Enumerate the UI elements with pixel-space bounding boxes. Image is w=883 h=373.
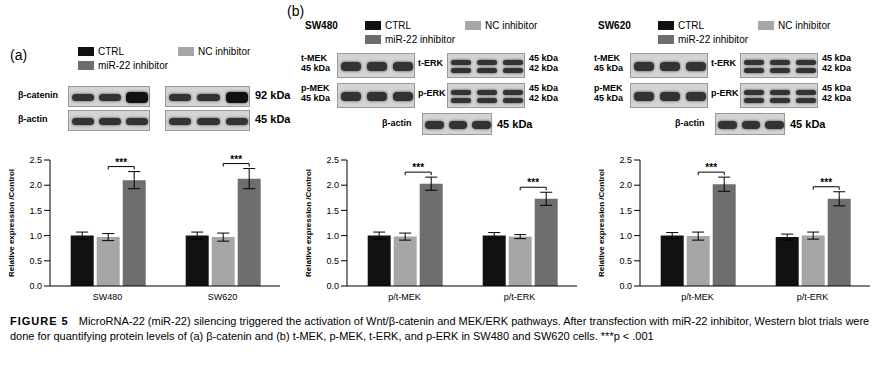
html-text:CTRL: CTRL (678, 20, 705, 31)
html-text:β-actin: β-actin (675, 118, 705, 128)
svg-text:Relative expression /Control: Relative expression /Control (304, 169, 313, 277)
svg-text:2.0: 2.0 (29, 180, 42, 190)
svg-text:2.5: 2.5 (326, 155, 339, 165)
html-text:42 kDa: 42 kDa (822, 92, 851, 103)
svg-text:0.5: 0.5 (326, 256, 339, 266)
html-text:92 kDa: 92 kDa (255, 89, 291, 101)
html-text:CTRL: CTRL (98, 46, 125, 57)
svg-text:2.5: 2.5 (619, 155, 632, 165)
html-text:45 kDa: 45 kDa (594, 92, 623, 103)
svg-text:0.0: 0.0 (619, 281, 632, 291)
html-text:42 kDa: 42 kDa (529, 92, 558, 103)
html-text:45 kDa: 45 kDa (822, 53, 851, 63)
svg-text:Relative expression /Control: Relative expression /Control (7, 169, 16, 277)
svg-text:p/t-ERK: p/t-ERK (504, 292, 536, 302)
html-text:45 kDa: 45 kDa (529, 53, 558, 63)
html-text:CTRL: CTRL (385, 20, 412, 31)
svg-text:1.0: 1.0 (29, 231, 42, 241)
html-text:(a): (a) (10, 47, 28, 63)
html-text:p-MEK: p-MEK (301, 83, 330, 93)
html-text:t-ERK: t-ERK (418, 58, 443, 68)
html-text:45 kDa: 45 kDa (255, 113, 291, 125)
svg-text:2.5: 2.5 (29, 155, 42, 165)
html-text:45 kDa: 45 kDa (822, 83, 851, 93)
svg-text:Relative expression /Control: Relative expression /Control (597, 169, 606, 277)
html-text:β-actin: β-actin (382, 118, 412, 128)
html-text:42 kDa: 42 kDa (529, 62, 558, 73)
svg-text:0.5: 0.5 (29, 256, 42, 266)
svg-text:1.5: 1.5 (326, 206, 339, 216)
svg-text:***: *** (230, 154, 242, 165)
svg-text:2.0: 2.0 (326, 180, 339, 190)
html-text:45 kDa: 45 kDa (594, 62, 623, 73)
svg-text:SW620: SW620 (208, 292, 238, 302)
svg-text:1.0: 1.0 (619, 231, 632, 241)
html-text:p-ERK: p-ERK (418, 88, 446, 98)
html-text:45 kDa: 45 kDa (790, 118, 826, 130)
svg-text:1.5: 1.5 (29, 206, 42, 216)
html-text:45 kDa: 45 kDa (301, 62, 330, 73)
html-text:42 kDa: 42 kDa (822, 62, 851, 73)
svg-text:***: *** (820, 177, 832, 188)
svg-text:1.0: 1.0 (326, 231, 339, 241)
svg-text:***: *** (412, 162, 424, 173)
html-text:miR-22 inhibitor: miR-22 inhibitor (385, 34, 455, 45)
html-text:MicroRNA-22 (miR-22) silencing: MicroRNA-22 (miR-22) silencing triggered… (10, 315, 870, 342)
html-text:(b): (b) (287, 3, 305, 19)
html-text:SW620: SW620 (598, 20, 631, 31)
html-text:FIGURE 5: FIGURE 5 (10, 315, 69, 327)
svg-text:p/t-MEK: p/t-MEK (388, 292, 421, 302)
html-text:45 kDa: 45 kDa (529, 83, 558, 93)
html-text:t-MEK: t-MEK (301, 53, 327, 63)
svg-text:SW480: SW480 (93, 292, 123, 302)
svg-text:***: *** (705, 162, 717, 173)
svg-text:1.5: 1.5 (619, 206, 632, 216)
html-text:NC inhibitor: NC inhibitor (778, 20, 831, 31)
html-text:NC inhibitor: NC inhibitor (198, 46, 251, 57)
html-text:NC inhibitor: NC inhibitor (485, 20, 538, 31)
svg-text:0.0: 0.0 (29, 281, 42, 291)
html-text:p-ERK: p-ERK (711, 88, 739, 98)
svg-text:0.5: 0.5 (619, 256, 632, 266)
svg-text:2.0: 2.0 (619, 180, 632, 190)
html-text:β-actin: β-actin (18, 114, 48, 124)
html-text:p-MEK: p-MEK (594, 83, 623, 93)
svg-text:0.0: 0.0 (326, 281, 339, 291)
svg-text:***: *** (527, 177, 539, 188)
svg-text:p/t-MEK: p/t-MEK (681, 292, 714, 302)
html-text:45 kDa: 45 kDa (497, 118, 533, 130)
html-text:miR-22 inhibitor: miR-22 inhibitor (98, 60, 168, 71)
html-text:45 kDa: 45 kDa (301, 92, 330, 103)
svg-text:***: *** (115, 157, 127, 168)
html-text:SW480: SW480 (305, 20, 338, 31)
html-text:t-MEK: t-MEK (594, 53, 620, 63)
html-text:t-ERK: t-ERK (711, 58, 736, 68)
html-text:miR-22 inhibitor: miR-22 inhibitor (678, 34, 748, 45)
html-text:β-catenin: β-catenin (18, 90, 58, 100)
svg-text:p/t-ERK: p/t-ERK (797, 292, 829, 302)
